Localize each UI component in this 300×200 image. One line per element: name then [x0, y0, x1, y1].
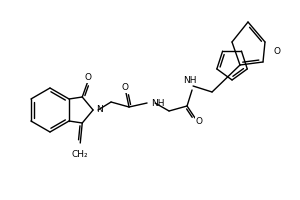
Text: O: O [122, 84, 129, 92]
Text: O: O [85, 73, 92, 82]
Text: NH: NH [151, 98, 165, 108]
Text: O: O [196, 117, 202, 127]
Text: CH₂: CH₂ [72, 150, 88, 159]
Text: O: O [273, 47, 280, 56]
Text: N: N [96, 106, 103, 114]
Text: NH: NH [183, 76, 197, 85]
